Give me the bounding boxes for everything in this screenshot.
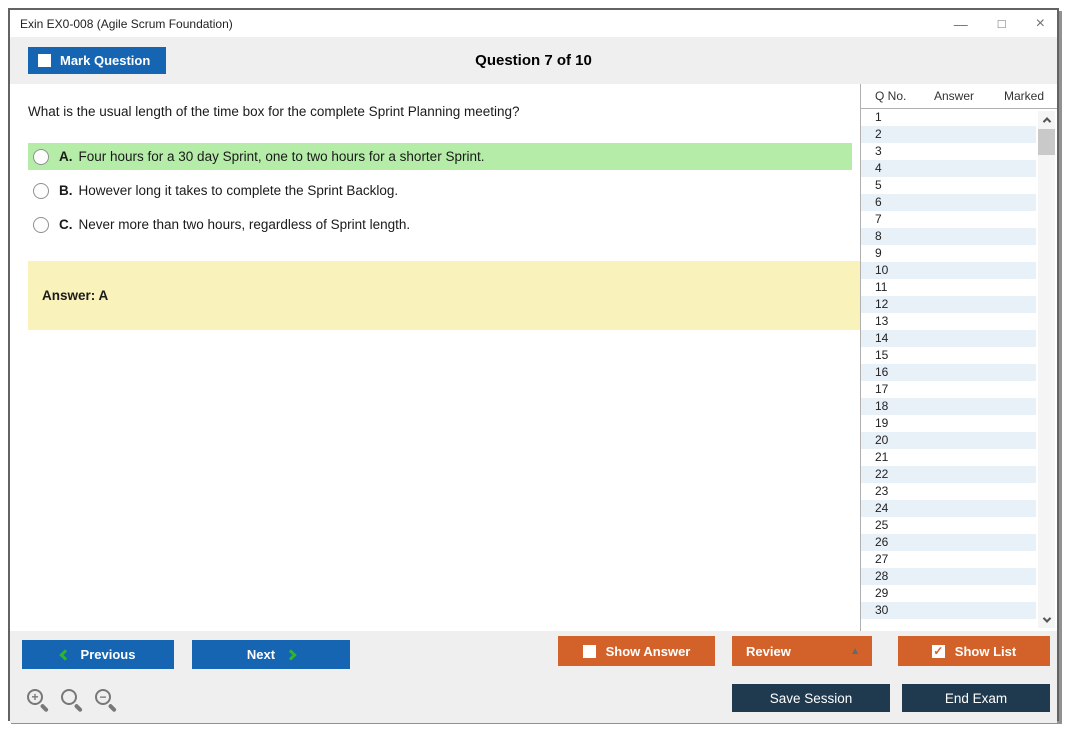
question-list-row[interactable]: 15	[875, 348, 889, 362]
question-list-row[interactable]: 28	[861, 568, 1036, 585]
question-list-row[interactable]: 23	[875, 484, 889, 498]
question-list-row[interactable]: 24	[861, 500, 1036, 517]
answer-text: Answer: A	[42, 288, 109, 303]
footer-bar: Previous Next Show Answer Review ▲ ✓ Sho…	[10, 631, 1057, 723]
option-c[interactable]: C. Never more than two hours, regardless …	[28, 211, 852, 238]
question-list-row[interactable]: 22	[861, 466, 1036, 483]
question-list-row[interactable]: 12	[861, 296, 1036, 313]
question-list-row[interactable]: 20	[861, 432, 1036, 449]
column-answer: Answer	[934, 89, 975, 103]
mark-question-label: Mark Question	[60, 53, 151, 68]
question-list-row[interactable]: 26	[861, 534, 1036, 551]
option-text: However long it takes to complete the Sp…	[78, 183, 399, 198]
question-list-row[interactable]: 29	[875, 586, 889, 600]
window-title: Exin EX0-008 (Agile Scrum Foundation)	[20, 16, 233, 31]
save-session-button[interactable]: Save Session	[732, 684, 890, 712]
question-list-rows: 1 2 3 4 5 6 7 8 9 10 11 12 13 14 15 16 17 18 19 20 21 22 23 24 2…	[861, 109, 1036, 619]
option-letter: C.	[59, 217, 73, 232]
question-list-row[interactable]: 19	[875, 416, 889, 430]
chevron-right-icon	[285, 648, 297, 661]
show-list-label: Show List	[954, 643, 1017, 659]
question-list-row[interactable]: 11	[875, 280, 888, 294]
question-list-row[interactable]: 10	[861, 262, 1036, 279]
maximize-icon[interactable]: □	[997, 15, 1006, 31]
end-exam-button[interactable]: End Exam	[902, 684, 1050, 712]
question-text: What is the usual length of the time box…	[28, 104, 520, 119]
end-exam-label: End Exam	[944, 690, 1008, 706]
triangle-up-icon: ▲	[850, 645, 860, 657]
radio-button[interactable]	[33, 148, 49, 165]
scroll-up-icon[interactable]	[1038, 111, 1055, 128]
question-list-row[interactable]: 6	[861, 194, 1036, 211]
show-list-button[interactable]: ✓ Show List	[898, 636, 1050, 666]
chevron-left-icon	[58, 648, 71, 661]
zoom-toolbar: + −	[26, 688, 118, 712]
show-answer-button[interactable]: Show Answer	[558, 636, 715, 666]
mark-question-checkbox[interactable]	[38, 54, 51, 67]
answer-box: Answer: A	[28, 261, 860, 330]
radio-button[interactable]	[33, 216, 49, 233]
next-label: Next	[246, 647, 276, 662]
question-list-row[interactable]: 2	[861, 126, 1036, 143]
question-list-row[interactable]: 25	[875, 518, 889, 532]
question-list-row[interactable]: 17	[875, 382, 889, 396]
options: A. Four hours for a 30 day Sprint, one to…	[18, 143, 860, 238]
header-bar: Mark Question Question 7 of 10	[10, 37, 1057, 84]
question-list-row[interactable]: 14	[861, 330, 1036, 347]
question-list-row[interactable]: 13	[875, 314, 889, 328]
question-pane: What is the usual length of the time box…	[10, 84, 860, 631]
review-button[interactable]: Review ▲	[732, 636, 872, 666]
zoom-out-icon[interactable]: −	[94, 688, 118, 712]
exam-window: Exin EX0-008 (Agile Scrum Foundation) — …	[8, 8, 1059, 723]
question-list-scrollbar[interactable]	[1038, 111, 1055, 628]
scrollbar-thumb[interactable]	[1038, 129, 1055, 155]
check-icon: ✓	[933, 643, 944, 658]
question-list-body: 1 2 3 4 5 6 7 8 9 10 11 12 13 14 15 16 17 18 19 20 21 22 23 24 2…	[861, 109, 1057, 631]
save-session-label: Save Session	[769, 690, 853, 706]
previous-label: Previous	[80, 647, 136, 662]
question-list-header: Q No. Answer Marked	[861, 84, 1057, 109]
review-label: Review	[746, 643, 791, 659]
question-list-row[interactable]: 18	[861, 398, 1036, 415]
title-bar: Exin EX0-008 (Agile Scrum Foundation) — …	[10, 10, 1057, 37]
question-list-row[interactable]: 27	[875, 552, 889, 566]
option-a[interactable]: A. Four hours for a 30 day Sprint, one to…	[28, 143, 852, 170]
show-list-checkbox[interactable]: ✓	[931, 643, 945, 658]
option-letter: A.	[59, 149, 73, 164]
option-text: Never more than two hours, regardless of…	[78, 217, 411, 232]
next-button[interactable]: Next	[192, 640, 350, 669]
content-area: What is the usual length of the time box…	[10, 84, 1057, 631]
question-list-row[interactable]: 9	[875, 246, 882, 260]
question-list-row[interactable]: 1	[875, 110, 882, 124]
window-controls: — □ ×	[953, 14, 1045, 32]
show-answer-label: Show Answer	[605, 643, 691, 659]
column-marked: Marked	[1004, 89, 1045, 103]
question-list-row[interactable]: 16	[861, 364, 1036, 381]
question-list-row[interactable]: 4	[861, 160, 1036, 177]
question-list-row[interactable]: 7	[875, 212, 882, 226]
previous-button[interactable]: Previous	[22, 640, 174, 669]
question-list-row[interactable]: 3	[875, 144, 882, 158]
show-answer-checkbox[interactable]	[582, 644, 596, 658]
minimize-icon[interactable]: —	[953, 15, 968, 32]
question-list-row[interactable]: 30	[861, 602, 1036, 619]
option-letter: B.	[59, 183, 73, 198]
question-list-row[interactable]: 21	[875, 450, 889, 464]
scroll-down-icon[interactable]	[1038, 611, 1055, 628]
question-list-row[interactable]: 8	[861, 228, 1036, 245]
zoom-reset-icon[interactable]	[60, 688, 84, 712]
option-text: Four hours for a 30 day Sprint, one to t…	[78, 149, 485, 164]
radio-button[interactable]	[33, 182, 49, 199]
question-progress: Question 7 of 10	[475, 52, 592, 69]
column-qno: Q No.	[875, 89, 907, 103]
mark-question-button[interactable]: Mark Question	[28, 47, 167, 74]
question-list-row[interactable]: 5	[875, 178, 882, 192]
close-icon[interactable]: ×	[1035, 14, 1045, 32]
question-list-panel: Q No. Answer Marked 1 2 3 4 5 6 7 8 9 10 11 12 13 14 1…	[860, 84, 1057, 631]
zoom-in-icon[interactable]: +	[26, 688, 50, 712]
option-b[interactable]: B. However long it takes to complete the …	[28, 177, 852, 204]
